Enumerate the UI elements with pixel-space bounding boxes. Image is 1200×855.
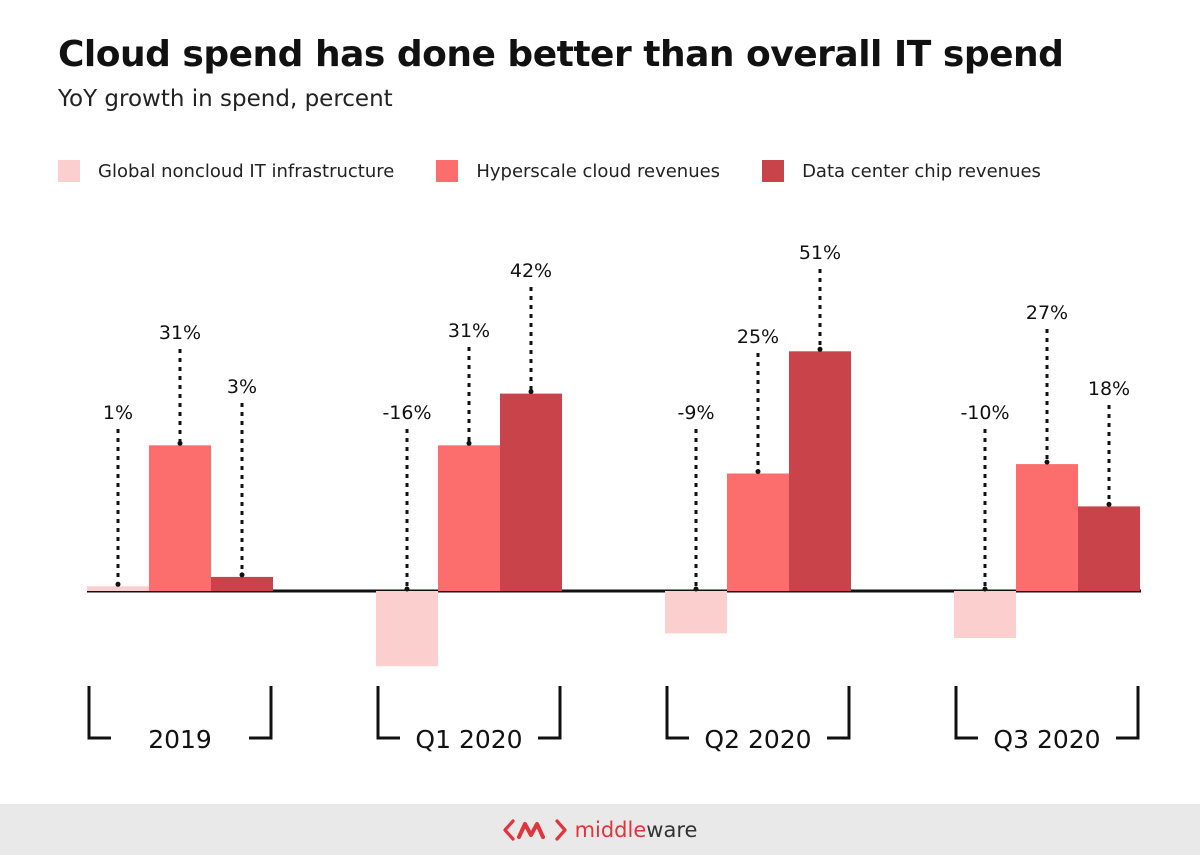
data-label-hyperscale-q3-2020: 27% (1026, 302, 1068, 324)
data-label-noncloud-q2-2020: -9% (678, 402, 715, 424)
data-label-noncloud-q1-2020: -16% (382, 402, 431, 424)
pointer-dot-hyperscale-q3-2020 (1044, 459, 1050, 465)
data-label-chip-q3-2020: 18% (1088, 378, 1130, 400)
pointer-dot-noncloud-q3-2020 (982, 586, 988, 592)
bracket-left-2019 (87, 686, 111, 740)
legend-label-noncloud: Global noncloud IT infrastructure (98, 160, 395, 182)
data-label-noncloud-2019: 1% (103, 402, 133, 424)
pointer-dot-chip-q2-2020 (817, 346, 823, 352)
pointer-dot-chip-2019 (239, 572, 245, 578)
legend-swatch-chip (762, 160, 785, 182)
middleware-logo-icon (502, 818, 567, 841)
pointer-dot-chip-q1-2020 (528, 389, 534, 395)
bar-hyperscale-q1-2020 (438, 445, 500, 591)
legend-swatch-hyperscale (436, 160, 459, 182)
bracket-left-q1-2020 (376, 686, 400, 740)
data-label-chip-2019: 3% (227, 376, 257, 398)
pointer-dot-hyperscale-2019 (177, 440, 183, 446)
bar-hyperscale-q3-2020 (1016, 464, 1078, 591)
category-label-q2-2020: Q2 2020 (704, 725, 811, 754)
bracket-right-q2-2020 (827, 686, 851, 740)
legend-label-chip: Data center chip revenues (802, 160, 1041, 182)
bar-hyperscale-2019 (149, 445, 211, 591)
legend-item-chip: Data center chip revenues (762, 160, 1041, 182)
data-label-hyperscale-2019: 31% (159, 322, 201, 344)
bracket-right-2019 (249, 686, 273, 740)
legend-item-noncloud: Global noncloud IT infrastructure (58, 160, 394, 182)
brand-name-part2: ware (646, 817, 698, 842)
legend-item-hyperscale: Hyperscale cloud revenues (436, 160, 720, 182)
bar-chip-q3-2020 (1078, 506, 1140, 591)
pointer-dot-hyperscale-q1-2020 (466, 440, 472, 446)
pointer-dot-noncloud-q2-2020 (693, 586, 699, 592)
bar-chip-q2-2020 (789, 351, 851, 591)
chart-subtitle: YoY growth in spend, percent (58, 86, 393, 112)
chart-legend: Global noncloud IT infrastructure Hypers… (58, 160, 1083, 182)
legend-swatch-noncloud (58, 160, 80, 182)
bracket-left-q2-2020 (665, 686, 689, 740)
bar-chip-2019 (211, 576, 273, 591)
bar-hyperscale-q2-2020 (727, 473, 789, 591)
bar-chip-q1-2020 (500, 393, 562, 591)
legend-label-hyperscale: Hyperscale cloud revenues (476, 160, 721, 182)
data-label-chip-q1-2020: 42% (510, 260, 552, 282)
data-label-noncloud-q3-2020: -10% (960, 402, 1009, 424)
bar-noncloud-q1-2020 (376, 591, 438, 667)
pointer-dot-noncloud-q1-2020 (404, 586, 410, 592)
bar-noncloud-2019 (87, 586, 149, 591)
data-label-chip-q2-2020: 51% (799, 242, 841, 264)
bracket-left-q3-2020 (954, 686, 978, 740)
pointer-dot-noncloud-2019 (115, 581, 121, 587)
bar-chart: 1% 31% 3% 2019 -16% 31% 42% Q1 2020 -9% 25% 51% Q2 … (87, 242, 1141, 754)
data-label-hyperscale-q1-2020: 31% (448, 320, 490, 342)
brand: middle ware (502, 817, 698, 843)
pointer-dot-hyperscale-q2-2020 (755, 469, 761, 474)
chart-title: Cloud spend has done better than overall… (58, 34, 1064, 75)
bar-noncloud-q2-2020 (665, 591, 727, 634)
pointer-dot-chip-q3-2020 (1106, 501, 1112, 507)
data-label-hyperscale-q2-2020: 25% (737, 326, 779, 348)
bar-noncloud-q3-2020 (954, 591, 1016, 638)
category-label-2019: 2019 (148, 725, 212, 754)
category-label-q1-2020: Q1 2020 (415, 725, 522, 754)
category-label-q3-2020: Q3 2020 (993, 725, 1100, 754)
bracket-right-q3-2020 (1116, 686, 1140, 740)
footer-bar: middle ware (0, 804, 1200, 855)
bracket-right-q1-2020 (538, 686, 562, 740)
brand-name-part1: middle (574, 817, 647, 842)
